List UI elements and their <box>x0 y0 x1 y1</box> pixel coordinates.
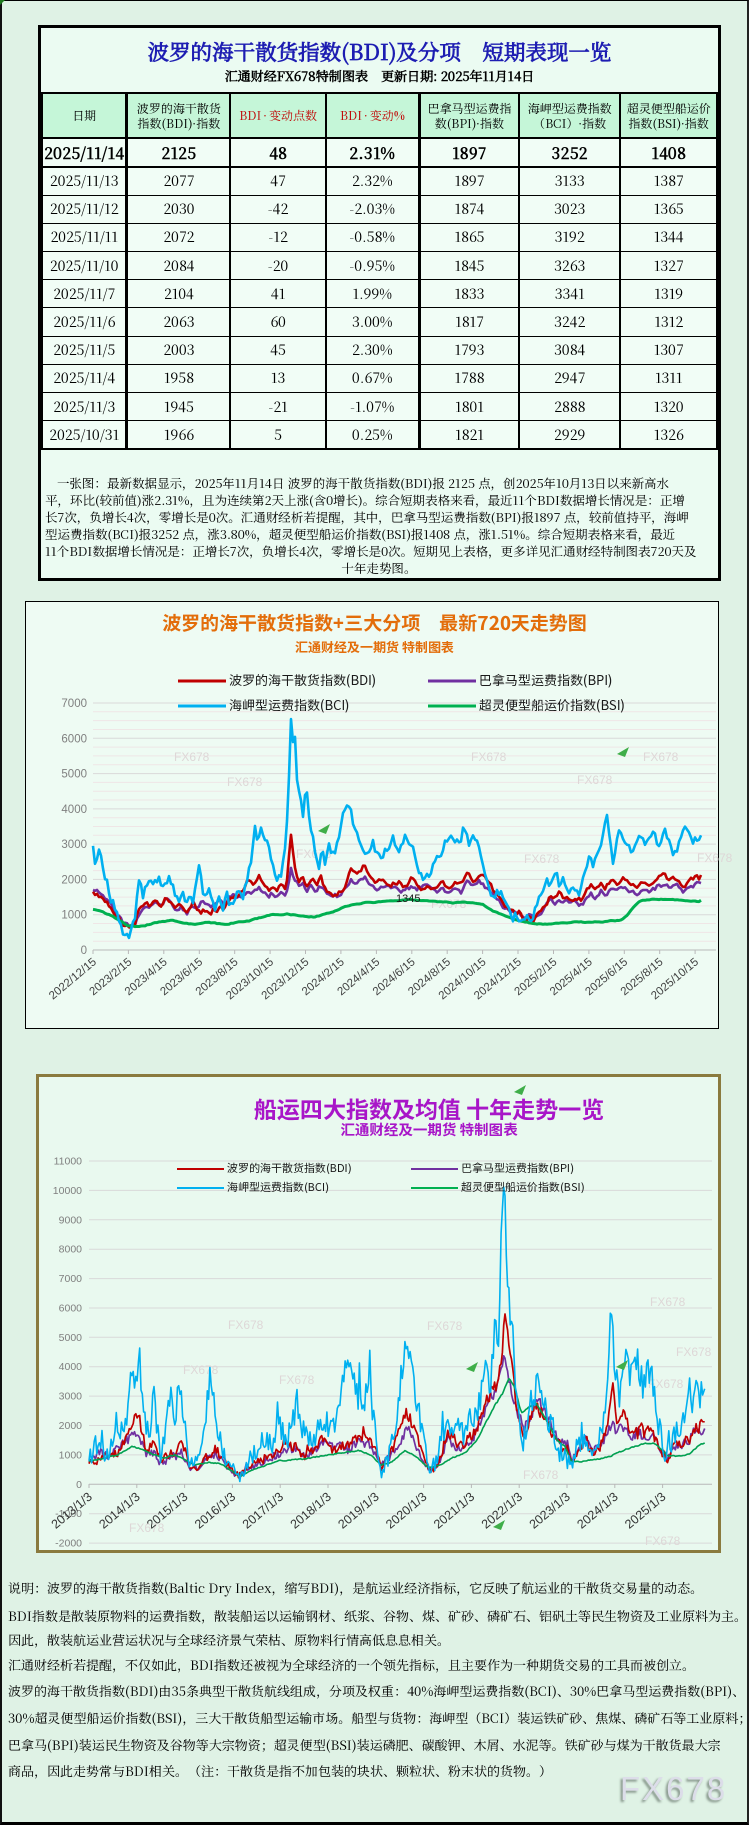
svg-text:0: 0 <box>76 1479 82 1491</box>
svg-text:巴拿马型运费指数(BPI): 巴拿马型运费指数(BPI) <box>479 670 612 689</box>
svg-text:FX678: FX678 <box>524 852 560 866</box>
svg-text:4000: 4000 <box>59 1361 83 1373</box>
svg-text:-1000: -1000 <box>55 1508 82 1520</box>
svg-text:5000: 5000 <box>61 769 87 781</box>
svg-text:FX678: FX678 <box>645 1534 681 1548</box>
svg-text:波罗的海干散货指数(BDI): 波罗的海干散货指数(BDI) <box>229 670 376 689</box>
svg-text:FX678: FX678 <box>227 775 263 789</box>
svg-text:2025/1/3: 2025/1/3 <box>622 1490 668 1532</box>
svg-text:超灵便型船运价指数(BSI): 超灵便型船运价指数(BSI) <box>461 1179 584 1195</box>
svg-text:FX678: FX678 <box>697 851 733 865</box>
svg-text:FX678: FX678 <box>174 750 210 764</box>
svg-text:2024/1/3: 2024/1/3 <box>574 1490 620 1532</box>
svg-text:10000: 10000 <box>53 1185 82 1197</box>
svg-text:FX678: FX678 <box>228 1318 264 1332</box>
svg-text:6000: 6000 <box>61 733 87 745</box>
svg-text:波罗的海干散货指数(BDI): 波罗的海干散货指数(BDI) <box>227 1160 351 1176</box>
svg-text:FX678: FX678 <box>523 1468 559 1482</box>
svg-text:FX678: FX678 <box>648 1377 684 1391</box>
svg-text:2015/1/3: 2015/1/3 <box>144 1490 190 1532</box>
svg-text:3000: 3000 <box>59 1391 83 1403</box>
svg-text:1000: 1000 <box>59 1449 83 1461</box>
svg-text:-2000: -2000 <box>55 1538 82 1550</box>
svg-text:FX678: FX678 <box>471 750 507 764</box>
svg-text:2019/1/3: 2019/1/3 <box>335 1490 381 1532</box>
svg-text:9000: 9000 <box>59 1214 83 1226</box>
svg-text:FX678: FX678 <box>129 1521 165 1535</box>
svg-text:7000: 7000 <box>59 1273 83 1285</box>
svg-text:海岬型运费指数(BCI): 海岬型运费指数(BCI) <box>227 1179 329 1195</box>
svg-text:11000: 11000 <box>54 1156 83 1168</box>
svg-text:巴拿马型运费指数(BPI): 巴拿马型运费指数(BPI) <box>461 1160 574 1176</box>
svg-text:2000: 2000 <box>59 1420 83 1432</box>
svg-text:6000: 6000 <box>59 1303 83 1315</box>
svg-text:2021/1/3: 2021/1/3 <box>431 1490 477 1532</box>
svg-text:7000: 7000 <box>61 698 87 710</box>
svg-text:1345: 1345 <box>396 893 420 905</box>
svg-text:4000: 4000 <box>61 804 87 816</box>
svg-text:FX678: FX678 <box>676 1345 712 1359</box>
svg-text:5000: 5000 <box>59 1332 83 1344</box>
svg-text:0: 0 <box>81 945 87 957</box>
svg-text:3000: 3000 <box>61 839 87 851</box>
svg-text:2023/1/3: 2023/1/3 <box>527 1490 573 1532</box>
svg-text:FX678: FX678 <box>183 1363 219 1377</box>
svg-text:FX678: FX678 <box>643 750 679 764</box>
svg-text:海岬型运费指数(BCI): 海岬型运费指数(BCI) <box>229 695 349 714</box>
svg-text:2016/1/3: 2016/1/3 <box>192 1490 238 1532</box>
svg-text:FX678: FX678 <box>279 1373 315 1387</box>
svg-text:1000: 1000 <box>61 910 87 922</box>
svg-text:2017/1/3: 2017/1/3 <box>240 1490 286 1532</box>
svg-text:FX678: FX678 <box>577 773 613 787</box>
svg-text:2018/1/3: 2018/1/3 <box>288 1490 334 1532</box>
svg-text:FX678: FX678 <box>650 1295 686 1309</box>
svg-text:超灵便型船运价指数(BSI): 超灵便型船运价指数(BSI) <box>479 695 625 714</box>
svg-text:8000: 8000 <box>59 1244 83 1256</box>
svg-text:FX678: FX678 <box>427 1319 463 1333</box>
svg-text:2020/1/3: 2020/1/3 <box>383 1490 429 1532</box>
svg-text:2000: 2000 <box>61 874 87 886</box>
